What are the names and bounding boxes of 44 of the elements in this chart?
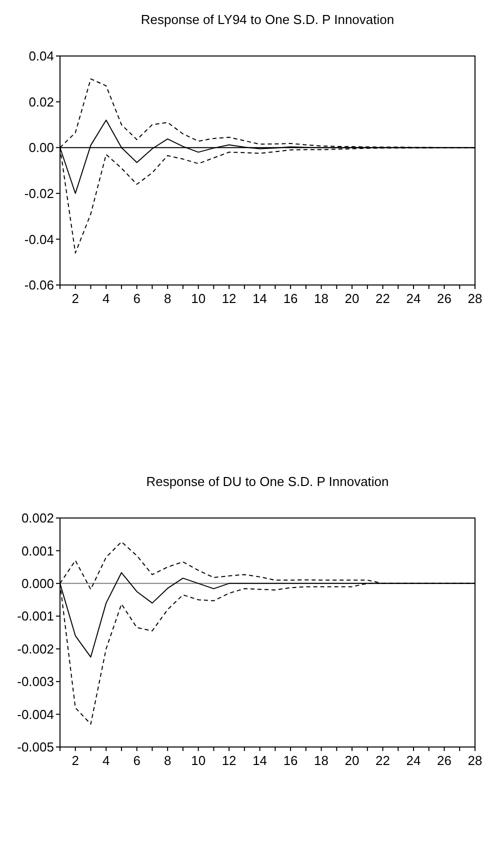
x-tick-label: 10 <box>191 291 206 306</box>
x-tick-label: 22 <box>376 753 390 768</box>
y-tick-label: -0.005 <box>17 740 54 755</box>
x-tick-label: 6 <box>133 753 140 768</box>
x-tick-label: 16 <box>283 291 298 306</box>
x-tick-label: 18 <box>314 753 329 768</box>
x-tick-label: 26 <box>437 291 452 306</box>
y-tick-label: -0.003 <box>17 674 54 690</box>
x-tick-label: 8 <box>164 753 172 768</box>
x-tick-label: 12 <box>222 753 236 768</box>
y-tick-label: 0.00 <box>28 140 54 156</box>
x-tick-label: 2 <box>72 291 79 306</box>
x-tick-label: 6 <box>133 291 140 306</box>
x-tick-label: 22 <box>376 291 390 306</box>
y-tick-label: -0.06 <box>24 278 54 293</box>
y-tick-label: 0.002 <box>21 510 54 526</box>
x-tick-label: 24 <box>406 291 421 306</box>
x-tick-label: 10 <box>191 753 206 768</box>
x-tick-label: 12 <box>222 291 236 306</box>
chart-title: Response of LY94 to One S.D. P Innovation <box>140 12 394 27</box>
chart-title: Response of DU to One S.D. P Innovation <box>146 474 389 489</box>
x-tick-label: 14 <box>252 291 268 306</box>
x-tick-label: 24 <box>406 753 421 768</box>
y-tick-label: -0.04 <box>24 232 54 247</box>
x-tick-label: 2 <box>72 753 79 768</box>
x-tick-label: 18 <box>314 291 329 306</box>
y-tick-label: 0.001 <box>21 543 54 558</box>
y-tick-label: 0.000 <box>21 576 54 591</box>
y-tick-label: -0.002 <box>17 641 54 656</box>
x-tick-label: 8 <box>164 291 172 306</box>
x-tick-label: 20 <box>344 291 360 306</box>
x-tick-label: 28 <box>468 753 482 768</box>
x-tick-label: 28 <box>468 291 482 306</box>
x-tick-label: 4 <box>102 291 110 306</box>
x-tick-label: 14 <box>252 753 268 768</box>
x-tick-label: 20 <box>344 753 360 768</box>
y-tick-label: 0.02 <box>28 94 54 110</box>
x-tick-label: 26 <box>437 753 452 768</box>
y-tick-label: -0.004 <box>17 706 54 722</box>
y-tick-label: -0.02 <box>24 186 54 201</box>
y-tick-label: -0.001 <box>17 608 54 624</box>
x-tick-label: 16 <box>283 753 298 768</box>
x-tick-label: 4 <box>102 753 110 768</box>
y-tick-label: 0.04 <box>28 48 54 64</box>
